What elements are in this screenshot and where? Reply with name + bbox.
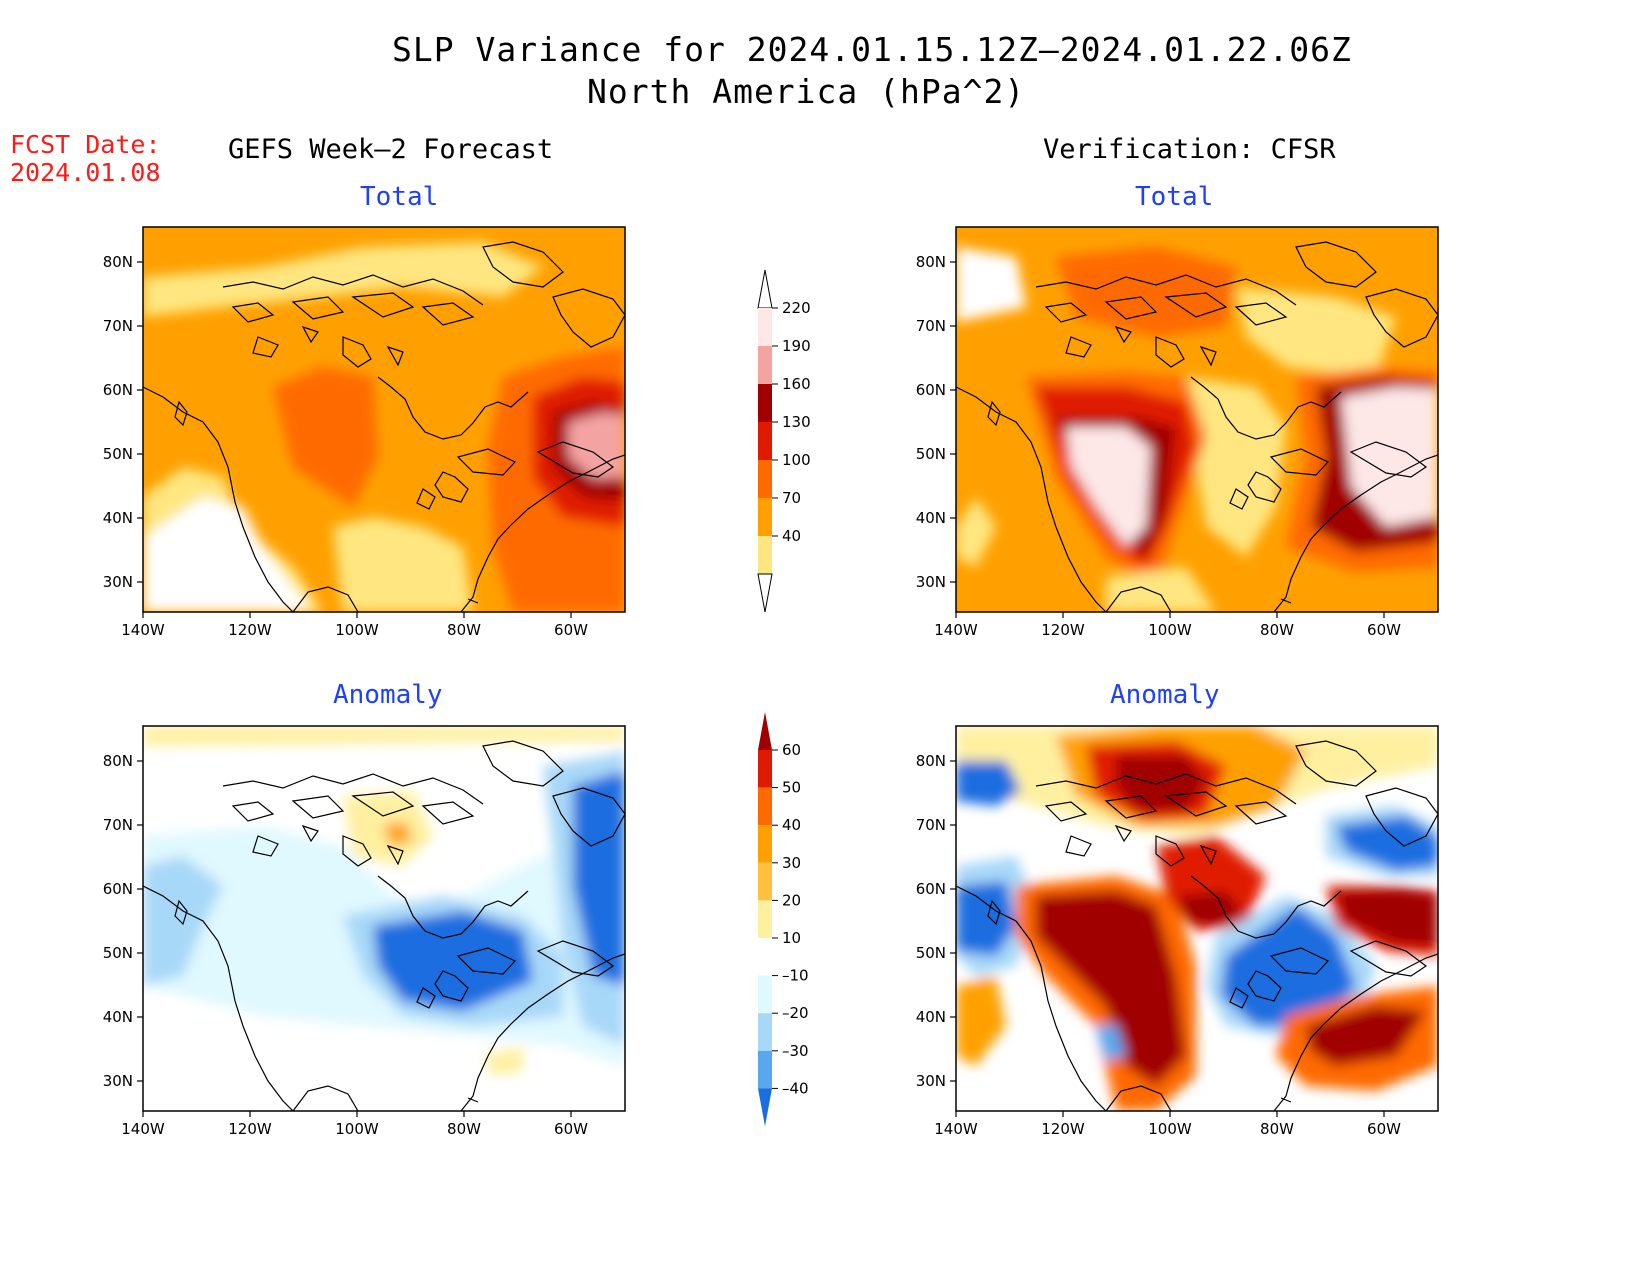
- lat-tick-label: 70N: [103, 816, 133, 834]
- colorbar-anom-label: 20: [782, 891, 801, 909]
- colorbar-anom-swatch: [758, 787, 772, 826]
- lon-tick-label: 140W: [934, 1120, 978, 1138]
- panel-forecast-total: [142, 226, 626, 613]
- lat-tick-label: 80N: [916, 752, 946, 770]
- lat-tick-label: 30N: [916, 573, 946, 591]
- lon-tick-label: 60W: [1367, 621, 1401, 639]
- colorbar-anom-label: 60: [782, 741, 801, 759]
- lat-tick-label: 30N: [103, 573, 133, 591]
- colorbar-total-label: 70: [782, 489, 801, 507]
- lon-tick-label: 100W: [335, 621, 379, 639]
- lon-tick-label: 60W: [1367, 1120, 1401, 1138]
- subtitle-total-right: Total: [1135, 182, 1214, 212]
- lat-tick-label: 80N: [103, 253, 133, 271]
- panel-verification-anomaly: [955, 725, 1439, 1112]
- lat-tick-label: 40N: [916, 1008, 946, 1026]
- colorbar-total-swatch: [758, 346, 772, 384]
- lat-tick-label: 50N: [103, 445, 133, 463]
- lon-tick-label: 80W: [447, 1120, 481, 1138]
- colorbar-anom-label: 50: [782, 779, 801, 797]
- lat-tick-label: 50N: [103, 944, 133, 962]
- fcst-date-label: FCST Date:: [10, 130, 161, 159]
- axes-layer: 80N 70N 60N 50N 40N 30N 140W 120W 100W 80W 60W 80N 7…: [103, 253, 1401, 1138]
- colorbar-anom-swatch: [758, 1013, 772, 1051]
- colorbar-total-swatch: [758, 536, 772, 574]
- lon-tick-label: 80W: [447, 621, 481, 639]
- colorbar-anom-swatch: [758, 825, 772, 863]
- lat-tick-label: 40N: [103, 1008, 133, 1026]
- lat-tick-label: 40N: [916, 509, 946, 527]
- colorbar-anom-label: 30: [782, 854, 801, 872]
- lat-tick-label: 70N: [916, 816, 946, 834]
- colorbar-anom-label: –20: [782, 1004, 809, 1022]
- subtitle-total-left: Total: [360, 182, 439, 212]
- lon-tick-label: 140W: [121, 621, 165, 639]
- colorbar-total-swatch: [758, 308, 772, 346]
- right-column-header: Verification: CFSR: [1043, 134, 1336, 165]
- colorbar-anom-label: –40: [782, 1079, 809, 1097]
- lon-tick-label: 100W: [335, 1120, 379, 1138]
- colorbar-anom-top-arrow: [758, 712, 772, 750]
- subtitle-anom-left: Anomaly: [333, 680, 443, 710]
- lat-tick-label: 80N: [916, 253, 946, 271]
- lon-tick-label: 120W: [1041, 621, 1085, 639]
- left-column-header: GEFS Week–2 Forecast: [228, 134, 554, 165]
- panel-verification-total: [955, 226, 1439, 613]
- colorbar-total-swatch: [758, 422, 772, 460]
- lon-tick-label: 140W: [934, 621, 978, 639]
- colorbar-anom-swatch: [758, 975, 772, 1014]
- colorbar-anom-swatch: [758, 862, 772, 901]
- lon-tick-label: 100W: [1148, 1120, 1192, 1138]
- lon-tick-label: 120W: [228, 621, 272, 639]
- lon-tick-label: 60W: [554, 1120, 588, 1138]
- lon-tick-label: 80W: [1260, 1120, 1294, 1138]
- lat-tick-label: 80N: [103, 752, 133, 770]
- lat-tick-label: 60N: [916, 381, 946, 399]
- lat-tick-label: 30N: [916, 1072, 946, 1090]
- colorbar-total-label: 220: [782, 299, 811, 317]
- lon-tick-label: 100W: [1148, 621, 1192, 639]
- lon-tick-label: 80W: [1260, 621, 1294, 639]
- lon-tick-label: 140W: [121, 1120, 165, 1138]
- colorbar-total-top-arrow: [757, 269, 773, 309]
- colorbar-anom-label: 40: [782, 816, 801, 834]
- lat-tick-label: 50N: [916, 944, 946, 962]
- colorbar-anom-label: –10: [782, 967, 809, 985]
- lat-tick-label: 30N: [103, 1072, 133, 1090]
- lon-tick-label: 120W: [1041, 1120, 1085, 1138]
- colorbar-anomaly: 60 50 40 30 20 10 –10 –20 –30 –40: [758, 712, 809, 1127]
- fcst-date-value: 2024.01.08: [10, 158, 161, 187]
- colorbar-total-swatch: [758, 384, 772, 422]
- lat-tick-label: 60N: [103, 880, 133, 898]
- colorbar-total-bottom-arrow: [757, 573, 773, 613]
- lat-tick-label: 60N: [916, 880, 946, 898]
- colorbar-total-label: 160: [782, 375, 811, 393]
- subtitle-anom-right: Anomaly: [1110, 680, 1220, 710]
- lat-tick-label: 40N: [103, 509, 133, 527]
- colorbar-total-label: 40: [782, 527, 801, 545]
- colorbar-anom-swatch: [758, 1050, 772, 1089]
- colorbar-anom-bottom-arrow: [758, 1088, 772, 1127]
- lon-tick-label: 120W: [228, 1120, 272, 1138]
- lat-tick-label: 50N: [916, 445, 946, 463]
- panel-forecast-anomaly: [142, 725, 626, 1112]
- colorbar-anom-swatch: [758, 938, 772, 976]
- lon-tick-label: 60W: [554, 621, 588, 639]
- colorbar-total-label: 130: [782, 413, 811, 431]
- colorbar-total-swatch: [758, 498, 772, 536]
- main-title-line1: SLP Variance for 2024.01.15.12Z–2024.01.…: [392, 30, 1352, 69]
- colorbar-total-label: 100: [782, 451, 811, 469]
- colorbar-total-swatch: [758, 460, 772, 498]
- colorbar-anom-label: 10: [782, 929, 801, 947]
- colorbar-total: 220 190 160 130 100 70 40: [757, 269, 811, 613]
- lat-tick-label: 70N: [103, 317, 133, 335]
- colorbar-total-label: 190: [782, 337, 811, 355]
- colorbar-anom-swatch: [758, 750, 772, 788]
- lat-tick-label: 70N: [916, 317, 946, 335]
- colorbar-anom-label: –30: [782, 1042, 809, 1060]
- main-title-line2: North America (hPa^2): [587, 72, 1026, 111]
- colorbar-anom-swatch: [758, 900, 772, 938]
- lat-tick-label: 60N: [103, 381, 133, 399]
